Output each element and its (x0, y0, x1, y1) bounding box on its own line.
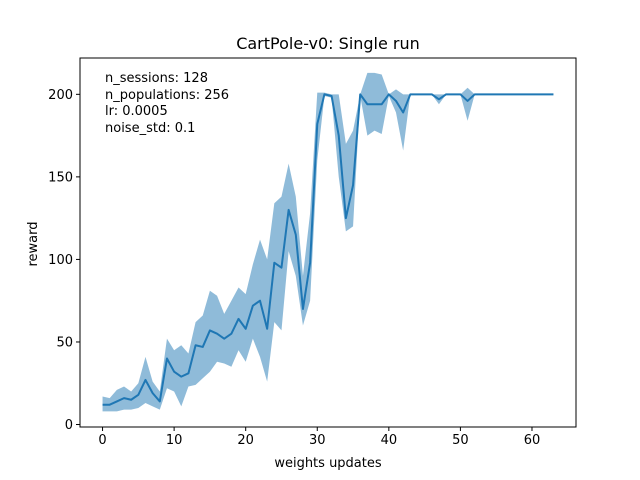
axes-frame (79, 57, 577, 428)
annotation-box: n_sessions: 128 n_populations: 256 lr: 0… (105, 71, 229, 136)
std-band (102, 72, 554, 412)
y-tick-label: 200 (48, 88, 73, 103)
x-tick-label: 10 (166, 433, 183, 448)
annotation-line: lr: 0.0005 (105, 104, 168, 119)
annotation-line: n_populations: 256 (105, 88, 229, 103)
x-tick-label: 40 (381, 433, 398, 448)
y-axis-label: reward (26, 221, 41, 266)
plot-area (102, 72, 554, 412)
chart-title: CartPole-v0: Single run (236, 34, 420, 53)
x-tick-label: 60 (524, 433, 541, 448)
x-tick-label: 50 (452, 433, 469, 448)
mean-line (102, 93, 554, 406)
y-tick-label: 150 (48, 170, 73, 185)
y-tick-label: 50 (56, 335, 73, 350)
y-tick-label: 0 (65, 418, 73, 433)
x-axis-label: weights updates (274, 456, 382, 471)
x-tick-label: 20 (237, 433, 254, 448)
annotation-line: n_sessions: 128 (105, 71, 208, 86)
annotation-line: noise_std: 0.1 (105, 121, 195, 136)
axes: 0 10 20 30 40 50 60 0 50 100 150 200 (48, 57, 577, 448)
y-tick-label: 100 (48, 253, 73, 268)
x-tick-label: 30 (309, 433, 326, 448)
x-tick-label: 0 (98, 433, 106, 448)
